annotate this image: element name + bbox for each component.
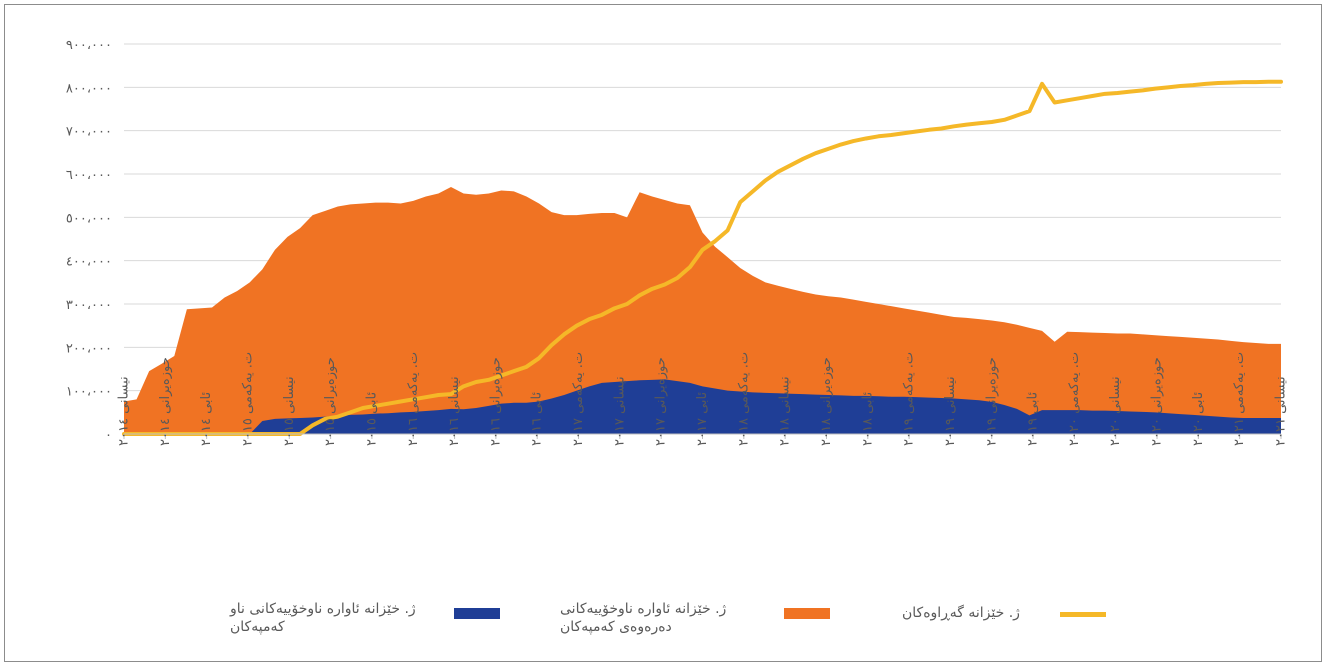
x-tick-label: نیسانی ٢٠١٦ <box>447 376 462 446</box>
legend-label-out-of-camp: ژ. خێزانە ئاوارە ناوخۆییەکانی دەرەوەی کە… <box>560 601 727 635</box>
x-tick-label: ت. یەکەمی ٢٠١٥ <box>240 352 255 446</box>
x-tick-label: ئابی ٢٠١٧ <box>695 392 710 446</box>
x-tick-label: نیسانی ٢٠١٥ <box>282 376 297 446</box>
x-tick-label: ئابی ٢٠١٦ <box>530 392 545 446</box>
area-series-out-of-camp <box>124 187 1281 434</box>
x-tick-label: نیسانی ٢٠٢١ <box>1274 376 1289 446</box>
y-tick-label: ٣٠٠،٠٠٠ <box>66 298 112 313</box>
x-tick-label: ئابی ٢٠١٨ <box>860 392 875 446</box>
x-tick-label: حوزەیرانی ٢٠١٥ <box>323 357 338 446</box>
x-tick-label: حوزەیرانی ٢٠١٨ <box>819 357 834 446</box>
x-tick-label: ت. یەکەمی ٢٠٢٠ <box>1067 352 1082 446</box>
y-tick-label: ٥٠٠،٠٠٠ <box>66 211 112 226</box>
x-tick-label: ت. یەکەمی ٢٠١٧ <box>571 352 586 446</box>
x-tick-label: ئابی ٢٠٢٠ <box>1191 392 1206 446</box>
x-tick-label: نیسانی ٢٠١٩ <box>943 376 958 446</box>
area-series-in-camp <box>124 379 1281 434</box>
x-tick-label: نیسانی ٢٠١٤ <box>117 376 132 446</box>
legend: ژ. خێزانە گەڕاوەکان ژ. خێزانە ئاوارە ناو… <box>0 600 1328 650</box>
x-tick-label: حوزەیرانی ٢٠١٩ <box>984 357 999 446</box>
x-tick-label: حوزەیرانی ٢٠١٦ <box>488 357 503 446</box>
x-tick-label: حوزەیرانی ٢٠١٤ <box>158 357 173 446</box>
y-tick-label: ٤٠٠،٠٠٠ <box>66 255 112 270</box>
legend-label-in-camp: ژ. خێزانە ئاوارە ناوخۆییەکانی ناو کەمپەک… <box>230 601 416 635</box>
x-tick-label: ت. یەکەمی ٢٠١٨ <box>736 352 751 446</box>
x-tick-label: نیسانی ٢٠٢٠ <box>1108 376 1123 446</box>
x-tick-label: ت. یەکەمی ٢٠١٩ <box>902 352 917 446</box>
x-tick-label: حوزەیرانی ٢٠٢٠ <box>1150 357 1165 446</box>
y-tick-label: ٢٠٠،٠٠٠ <box>66 341 112 356</box>
y-tick-label: ٧٠٠،٠٠٠ <box>66 125 112 140</box>
x-tick-label: ئابی ٢٠١٥ <box>364 392 379 446</box>
y-tick-label: ٦٠٠،٠٠٠ <box>66 168 112 183</box>
x-tick-label: نیسانی ٢٠١٧ <box>612 376 627 446</box>
y-tick-label: ٠ <box>105 428 112 443</box>
legend-label-returnees: ژ. خێزانە گەڕاوەکان <box>902 605 1020 621</box>
x-tick-label: ت. یەکەمی ٢٠١٦ <box>406 352 421 446</box>
legend-swatch-in-camp <box>454 608 500 619</box>
legend-swatch-out-of-camp <box>784 608 830 619</box>
line-series-returnees <box>122 79 1283 436</box>
x-tick-label: ت. یەکەمی ٢٠٢١ <box>1232 352 1247 446</box>
x-tick-label: ئابی ٢٠١٩ <box>1026 392 1041 446</box>
y-tick-label: ٨٠٠،٠٠٠ <box>66 81 112 96</box>
x-tick-label: حوزەیرانی ٢٠١٧ <box>654 357 669 446</box>
y-tick-label: ١٠٠،٠٠٠ <box>66 385 112 400</box>
x-tick-label: نیسانی ٢٠١٨ <box>778 376 793 446</box>
legend-swatch-returnees <box>1060 612 1106 617</box>
x-tick-label: ئابی ٢٠١٤ <box>199 392 214 446</box>
y-tick-label: ٩٠٠،٠٠٠ <box>66 38 112 53</box>
